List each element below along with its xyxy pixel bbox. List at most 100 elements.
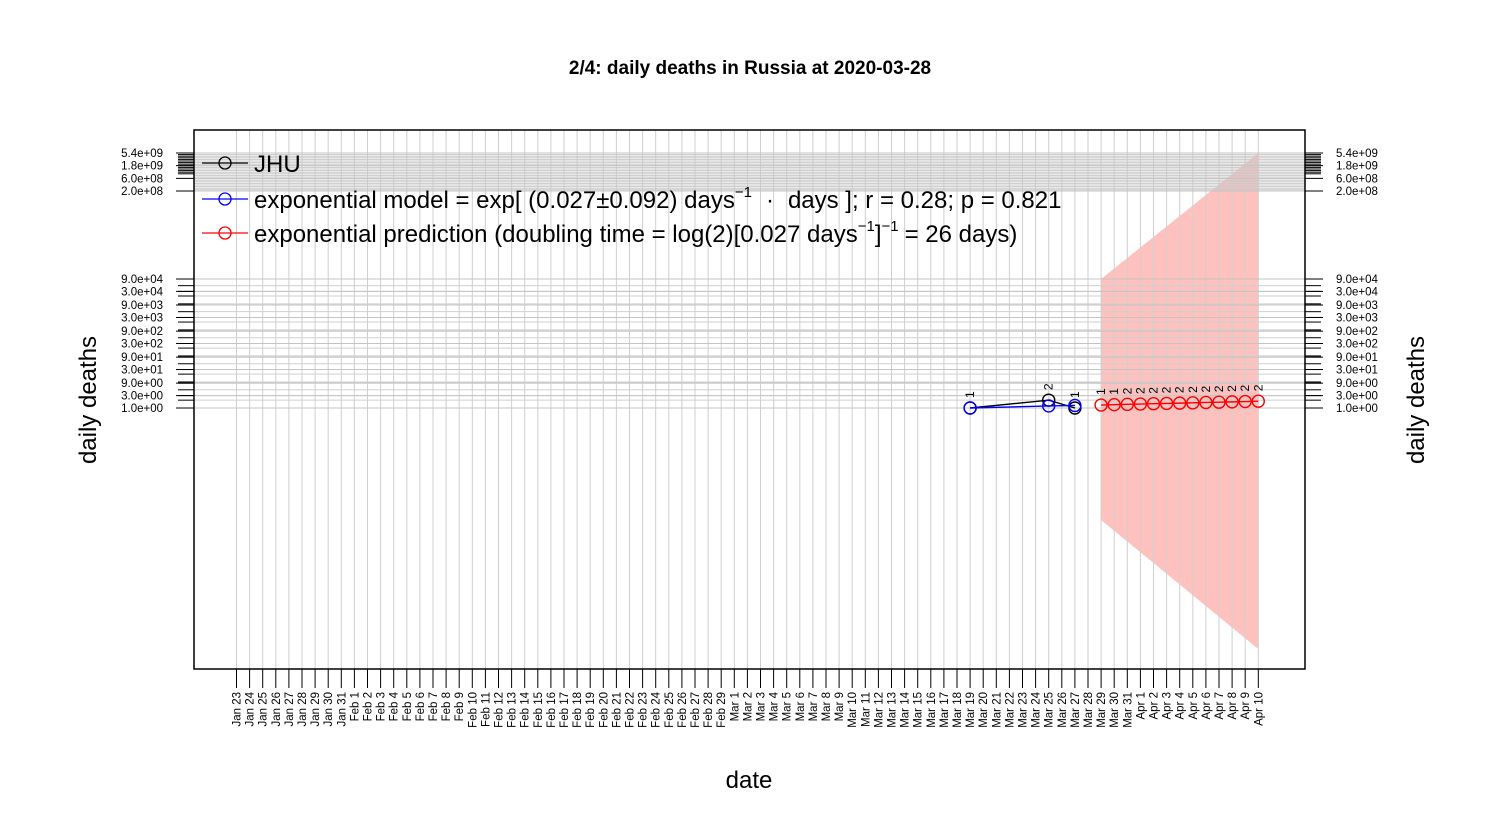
x-tick-label: Mar 24	[1031, 691, 1043, 727]
plot-frame	[193, 129, 1306, 670]
y-tick-label-left: 9.0e+02	[121, 326, 163, 338]
point-label: 2	[1251, 384, 1265, 391]
point-label: 2	[1120, 387, 1134, 394]
x-tick-label: Mar 5	[782, 692, 794, 721]
legend-model-sup: −1	[735, 184, 752, 201]
point-label: 2	[1042, 383, 1056, 390]
x-tick-label: Mar 3	[756, 692, 768, 721]
series-point	[1146, 397, 1161, 411]
y-tick-label-left: 3.0e+01	[121, 365, 163, 377]
x-tick-label: Feb 16	[546, 692, 558, 728]
point-label: 1	[1094, 388, 1108, 395]
x-tick-label: Feb 11	[480, 692, 492, 727]
y-tick-label-left: 9.0e+03	[121, 300, 163, 312]
y-tick-label-left: 1.8e+09	[121, 161, 163, 173]
legend-pred-prefix: exponential prediction (doubling time = …	[254, 221, 858, 248]
x-tick-label: Mar 31	[1122, 692, 1134, 728]
x-tick-label: Mar 4	[769, 691, 781, 721]
y-tick-label-right: 2.0e+08	[1336, 186, 1378, 198]
x-tick-label: Jan 24	[245, 691, 257, 726]
series-point	[1133, 397, 1148, 411]
x-tick-label: Jan 28	[297, 692, 309, 727]
y-tick-label-right: 1.0e+00	[1336, 403, 1378, 415]
point-label: 2	[1186, 386, 1200, 393]
legend-model-dot: ·	[766, 187, 774, 214]
x-tick-label: Feb 7	[428, 692, 440, 721]
y-tick-label-right: 9.0e+02	[1336, 326, 1378, 338]
x-tick-label: Feb 1	[349, 692, 361, 721]
y-tick-label-left: 3.0e+03	[121, 312, 163, 324]
x-tick-label: Mar 22	[1004, 692, 1016, 728]
x-tick-label: Apr 4	[1175, 691, 1187, 719]
y-axis-left: 1.0e+003.0e+009.0e+003.0e+019.0e+013.0e+…	[121, 148, 194, 415]
x-tick-label: Mar 21	[991, 692, 1003, 728]
series-point	[1068, 398, 1082, 413]
x-tick-label: Feb 15	[533, 692, 545, 728]
x-axis-label: date	[726, 767, 773, 794]
x-tick-label: Mar 6	[795, 692, 807, 721]
x-tick-label: Apr 6	[1201, 692, 1213, 720]
series-point	[1041, 399, 1056, 413]
series-point	[1159, 396, 1174, 411]
point-label: 1	[1107, 388, 1121, 395]
series-point	[1107, 397, 1121, 412]
y-tick-label-right: 9.0e+03	[1336, 300, 1378, 312]
x-tick-label: Feb 14	[520, 691, 532, 727]
legend-model-label: exponential model = exp[ (0.027±0.092) d…	[254, 184, 1061, 214]
x-tick-label: Feb 26	[677, 692, 689, 728]
series-line	[1101, 400, 1259, 406]
y-axis-label-right: daily deaths	[1403, 336, 1430, 464]
y-tick-label-left: 3.0e+00	[121, 391, 163, 403]
legend: JHU exponential model = exp[ (0.027±0.09…	[202, 151, 1061, 248]
y-tick-label-right: 9.0e+04	[1336, 274, 1378, 286]
y-tick-label-right: 3.0e+04	[1336, 286, 1378, 298]
x-tick-label: Feb 21	[611, 692, 623, 728]
chart-title: 2/4: daily deaths in Russia at 2020-03-2…	[569, 58, 931, 79]
y-axis-label-left: daily deaths	[75, 336, 102, 464]
x-tick-label: Feb 19	[585, 692, 597, 728]
y-tick-label-left: 3.0e+04	[121, 286, 163, 298]
x-tick-label: Feb 17	[559, 692, 571, 728]
x-tick-label: Feb 24	[651, 691, 663, 727]
x-tick-label: Mar 28	[1083, 692, 1095, 728]
x-tick-label: Feb 29	[716, 692, 728, 728]
x-tick-label: Mar 2	[742, 692, 754, 721]
x-tick-label: Apr 9	[1240, 692, 1252, 720]
legend-jhu-marker	[218, 156, 232, 170]
x-tick-label: Jan 29	[310, 692, 322, 727]
y-tick-label-right: 3.0e+03	[1336, 312, 1378, 324]
x-tick-label: Mar 30	[1109, 692, 1121, 728]
x-tick-label: Feb 9	[454, 692, 466, 721]
point-label: 2	[1133, 387, 1147, 394]
x-tick-label: Feb 6	[415, 692, 427, 721]
legend-model-mid: 0.092) days	[609, 187, 734, 214]
x-tick-label: Feb 5	[402, 692, 414, 721]
x-tick-label: Feb 4	[389, 691, 401, 721]
x-tick-label: Jan 31	[336, 692, 348, 727]
x-tick-label: Mar 17	[939, 692, 951, 728]
x-tick-label: Feb 23	[638, 692, 650, 728]
x-tick-label: Jan 27	[284, 692, 296, 727]
series-point	[1094, 398, 1108, 412]
y-tick-label-right: 3.0e+02	[1336, 339, 1378, 351]
legend-model-pm: ±	[596, 187, 609, 214]
x-tick-label: Feb 10	[467, 692, 479, 728]
y-tick-label-left: 9.0e+04	[121, 274, 163, 286]
legend-model-prefix: exponential model = exp[ (0.027	[254, 187, 596, 214]
point-label: 2	[1199, 385, 1213, 392]
x-tick-label: Jan 25	[258, 692, 270, 727]
x-tick-label: Mar 9	[834, 692, 846, 721]
legend-model-marker	[218, 192, 232, 206]
y-tick-label-right: 1.8e+09	[1336, 161, 1378, 173]
y-tick-label-left: 2.0e+08	[121, 186, 163, 198]
x-tick-label: Feb 25	[664, 692, 676, 728]
legend-model-suffix: days ]; r = 0.28; p = 0.821	[788, 187, 1062, 214]
x-tick-label: Mar 25	[1044, 692, 1056, 728]
legend-jhu-label: JHU	[254, 151, 301, 178]
x-tick-label: Mar 7	[808, 692, 820, 721]
x-tick-label: Apr 10	[1253, 692, 1265, 726]
legend-pred-marker	[218, 226, 232, 240]
legend-pred-mid: ]	[875, 221, 882, 248]
series-point	[1212, 395, 1226, 409]
y-tick-label-right: 3.0e+01	[1336, 365, 1378, 377]
